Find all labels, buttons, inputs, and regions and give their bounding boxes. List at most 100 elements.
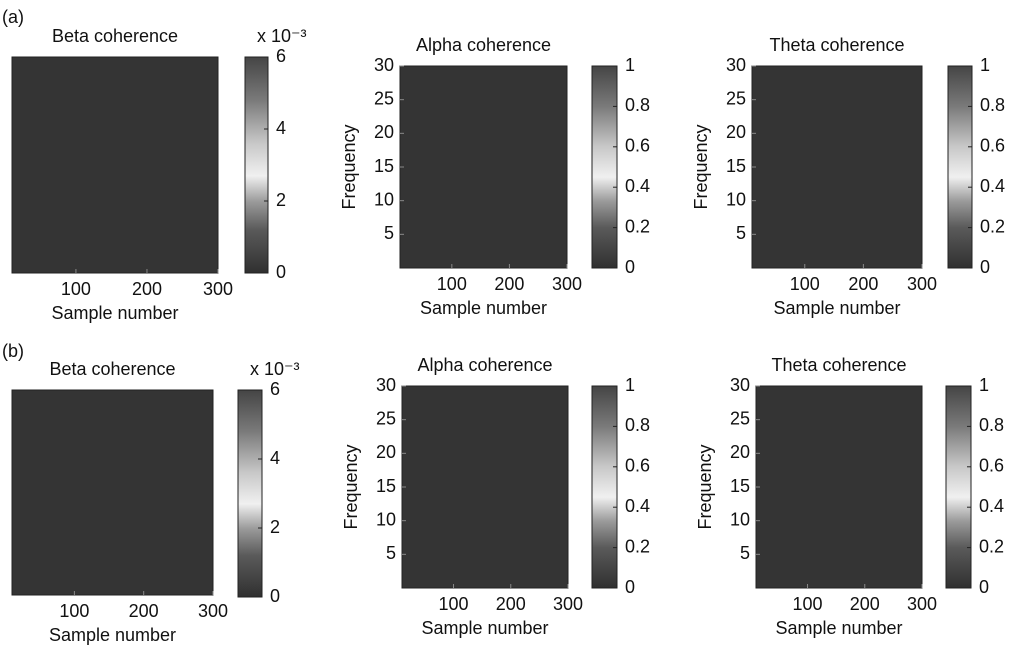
colorbar-tick-label: 1: [625, 375, 635, 395]
x-tick-label: 300: [552, 274, 582, 294]
y-tick-label: 25: [730, 408, 750, 428]
y-axis-label: Frequency: [691, 124, 711, 209]
colorbar: [945, 385, 972, 589]
colorbar: [591, 65, 618, 269]
y-tick-label: 5: [384, 223, 394, 243]
y-tick-label: 20: [376, 442, 396, 462]
y-tick-label: 30: [730, 375, 750, 395]
colorbar-tick-label: 4: [276, 118, 286, 138]
panel-title: Beta coherence: [49, 359, 175, 379]
y-tick-label: 20: [726, 122, 746, 142]
colorbar-tick-label: 0.6: [979, 456, 1004, 476]
heatmap: [399, 65, 568, 269]
x-axis-label: Sample number: [49, 625, 176, 645]
x-tick-label: 100: [792, 594, 822, 614]
y-axis-label: Frequency: [339, 124, 359, 209]
colorbar-tick-label: 6: [276, 46, 286, 66]
x-tick-label: 100: [790, 274, 820, 294]
x-tick-label: 200: [129, 601, 159, 621]
y-tick-label: 15: [376, 476, 396, 496]
colorbar-tick-label: 0.8: [980, 95, 1005, 115]
colorbar-tick-label: 0.8: [979, 415, 1004, 435]
x-tick-label: 100: [59, 601, 89, 621]
colorbar-tick-label: 0.4: [625, 496, 650, 516]
colorbar-tick-label: 6: [270, 379, 280, 399]
colorbar-tick-label: 0.8: [625, 95, 650, 115]
y-tick-label: 15: [730, 476, 750, 496]
colorbar: [947, 65, 973, 269]
colorbar-tick-label: 0: [625, 257, 635, 277]
colorbar-tick-label: 0: [270, 586, 280, 606]
colorbar-tick-label: 0.2: [980, 216, 1005, 236]
x-tick-label: 100: [437, 274, 467, 294]
colorbar-tick-label: 0.6: [625, 136, 650, 156]
colorbar-tick-label: 0: [276, 262, 286, 282]
y-tick-label: 15: [374, 156, 394, 176]
colorbar-tick-label: 0.8: [625, 415, 650, 435]
y-tick-label: 20: [730, 442, 750, 462]
colorbar: [244, 56, 269, 274]
x-tick-label: 100: [61, 279, 91, 299]
colorbar-tick-label: 0.4: [979, 496, 1004, 516]
x-tick-label: 200: [494, 274, 524, 294]
colorbar-label: x 10⁻³: [250, 359, 300, 379]
y-tick-label: 5: [740, 543, 750, 563]
y-tick-label: 10: [376, 509, 396, 529]
y-tick-label: 5: [386, 543, 396, 563]
heatmap: [11, 56, 219, 274]
colorbar-tick-label: 0: [979, 577, 989, 597]
x-tick-label: 300: [198, 601, 228, 621]
y-tick-label: 25: [374, 88, 394, 108]
colorbar: [237, 389, 263, 598]
x-tick-label: 300: [907, 594, 937, 614]
colorbar-tick-label: 1: [625, 55, 635, 75]
x-tick-label: 300: [907, 274, 937, 294]
panel-label: (b): [2, 341, 24, 361]
x-axis-label: Sample number: [51, 303, 178, 323]
colorbar-tick-label: 0.4: [625, 176, 650, 196]
panel-label: (a): [2, 7, 24, 27]
colorbar: [591, 385, 618, 589]
y-tick-label: 10: [730, 509, 750, 529]
colorbar-tick-label: 4: [270, 448, 280, 468]
x-axis-label: Sample number: [420, 298, 547, 318]
y-tick-label: 30: [374, 55, 394, 75]
colorbar-tick-label: 0.6: [980, 136, 1005, 156]
colorbar-tick-label: 0.2: [979, 536, 1004, 556]
x-tick-label: 200: [132, 279, 162, 299]
x-tick-label: 300: [203, 279, 233, 299]
y-tick-label: 10: [726, 189, 746, 209]
colorbar-tick-label: 0: [625, 577, 635, 597]
y-tick-label: 15: [726, 156, 746, 176]
colorbar-tick-label: 2: [276, 190, 286, 210]
colorbar-label: x 10⁻³: [257, 26, 307, 46]
x-tick-label: 300: [553, 594, 583, 614]
panel-title: Alpha coherence: [417, 355, 552, 375]
x-tick-label: 200: [850, 594, 880, 614]
y-tick-label: 25: [726, 88, 746, 108]
y-axis-label: Frequency: [341, 444, 361, 529]
colorbar-tick-label: 2: [270, 517, 280, 537]
panel-title: Theta coherence: [769, 35, 904, 55]
colorbar-tick-label: 0.4: [980, 176, 1005, 196]
panel-title: Theta coherence: [771, 355, 906, 375]
colorbar-tick-label: 0.2: [625, 216, 650, 236]
x-axis-label: Sample number: [773, 298, 900, 318]
x-tick-label: 100: [438, 594, 468, 614]
y-tick-label: 30: [726, 55, 746, 75]
y-tick-label: 5: [736, 223, 746, 243]
panel-title: Alpha coherence: [416, 35, 551, 55]
x-tick-label: 200: [496, 594, 526, 614]
heatmap: [11, 389, 214, 596]
colorbar-tick-label: 0.2: [625, 536, 650, 556]
y-axis-label: Frequency: [695, 444, 715, 529]
colorbar-tick-label: 1: [980, 55, 990, 75]
panel-title: Beta coherence: [52, 26, 178, 46]
y-tick-label: 25: [376, 408, 396, 428]
colorbar-tick-label: 1: [979, 375, 989, 395]
y-tick-label: 30: [376, 375, 396, 395]
x-axis-label: Sample number: [775, 618, 902, 638]
heatmap: [751, 65, 923, 269]
x-tick-label: 200: [848, 274, 878, 294]
